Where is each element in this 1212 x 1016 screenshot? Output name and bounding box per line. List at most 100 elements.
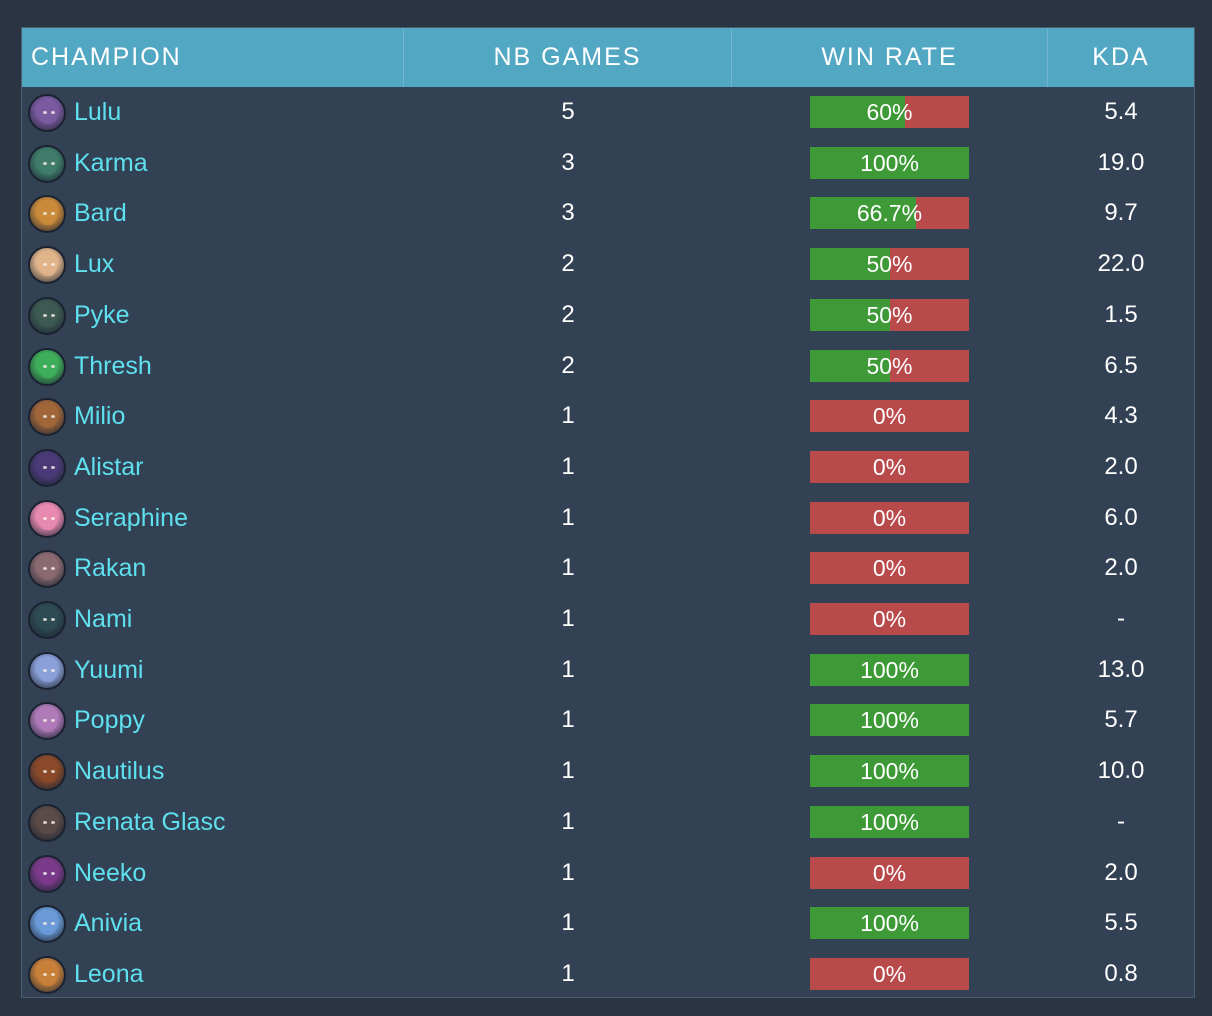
games-count: 1 <box>561 757 575 785</box>
table-row-lulu: Lulu 5 60% 5.4 <box>22 87 1194 137</box>
win-rate-bar: 0% <box>810 957 969 990</box>
champion-name[interactable]: Nami <box>74 605 133 633</box>
champion-name[interactable]: Neeko <box>74 858 147 887</box>
kda-value: 5.5 <box>1104 909 1138 937</box>
games-count: 1 <box>561 655 575 683</box>
milio-avatar-icon <box>28 398 66 437</box>
champion-name[interactable]: Alistar <box>74 452 144 481</box>
win-rate-label: 0% <box>872 960 907 987</box>
table-row-alistar: Alistar 1 0% 2.0 <box>22 442 1194 492</box>
champion-name[interactable]: Yuumi <box>74 655 144 684</box>
table-row-anivia: Anivia 1 100% 5.5 <box>22 898 1194 948</box>
win-rate-bar: 100% <box>810 653 969 686</box>
kda-value: 2.0 <box>1104 858 1138 886</box>
win-rate-label: 0% <box>872 859 907 886</box>
win-rate-fill <box>810 907 969 940</box>
win-rate-bar: 100% <box>810 805 969 838</box>
win-rate-label: 50% <box>866 352 913 379</box>
kda-value: 9.7 <box>1104 199 1138 227</box>
kda-value: - <box>1117 807 1125 835</box>
win-rate-fill <box>810 704 969 737</box>
champion-name[interactable]: Renata Glasc <box>74 807 226 836</box>
renata-glasc-avatar-icon <box>28 803 66 842</box>
win-rate-fill <box>810 755 969 788</box>
games-count: 5 <box>561 98 575 125</box>
games-count: 1 <box>561 503 575 531</box>
champion-name[interactable]: Lulu <box>74 98 122 126</box>
win-rate-bar: 0% <box>810 603 969 635</box>
champion-name[interactable]: Bard <box>74 199 127 228</box>
champion-name[interactable]: Anivia <box>74 909 143 938</box>
champion-name[interactable]: Thresh <box>74 351 152 380</box>
table-row-bard: Bard 3 66.7% 9.7 <box>22 188 1194 238</box>
win-rate-label: 100% <box>860 910 919 937</box>
kda-value: 6.5 <box>1104 351 1138 379</box>
win-rate-bar: 0% <box>810 400 969 433</box>
win-rate-fill <box>810 298 890 331</box>
win-rate-label: 66.7% <box>856 200 923 227</box>
header-champion[interactable]: CHAMPION <box>22 28 404 87</box>
table-row-milio: Milio 1 0% 4.3 <box>22 391 1194 441</box>
games-count: 2 <box>561 351 575 379</box>
kda-value: 19.0 <box>1097 148 1145 176</box>
champion-name[interactable]: Nautilus <box>74 757 165 786</box>
win-rate-fill <box>810 805 969 838</box>
champion-name[interactable]: Poppy <box>74 706 145 735</box>
win-rate-label: 0% <box>872 555 907 582</box>
leona-avatar-icon <box>28 955 66 994</box>
games-count: 1 <box>561 605 575 632</box>
yuumi-avatar-icon <box>28 651 66 690</box>
win-rate-label: 0% <box>872 403 907 430</box>
champion-name[interactable]: Rakan <box>74 554 147 583</box>
win-rate-fill <box>810 96 906 128</box>
champion-name[interactable]: Seraphine <box>74 503 188 532</box>
nami-avatar-icon <box>28 601 66 639</box>
karma-avatar-icon <box>28 144 66 183</box>
win-rate-label: 0% <box>872 606 907 632</box>
neeko-avatar-icon <box>28 854 66 893</box>
thresh-avatar-icon <box>28 347 66 386</box>
win-rate-label: 100% <box>860 758 919 785</box>
win-rate-fill <box>810 146 969 179</box>
kda-value: 5.7 <box>1104 706 1138 734</box>
champion-name[interactable]: Lux <box>74 250 115 279</box>
header-kda[interactable]: KDA <box>1092 43 1150 71</box>
champion-name[interactable]: Karma <box>74 148 148 177</box>
win-rate-label: 0% <box>872 504 907 531</box>
champion-name[interactable]: Milio <box>74 402 126 431</box>
nautilus-avatar-icon <box>28 753 66 792</box>
games-count: 1 <box>561 554 575 582</box>
kda-value: 6.0 <box>1104 503 1138 531</box>
table-row-lux: Lux 2 50% 22.0 <box>22 239 1194 289</box>
kda-value: - <box>1117 605 1125 632</box>
table-row-leona: Leona 1 0% 0.8 <box>22 949 1194 999</box>
kda-value: 4.3 <box>1104 402 1138 430</box>
games-count: 1 <box>561 402 575 430</box>
header-win-rate[interactable]: WIN RATE <box>732 28 1048 87</box>
table-row-pyke: Pyke 2 50% 1.5 <box>22 290 1194 340</box>
kda-value: 22.0 <box>1097 250 1145 278</box>
win-rate-bar: 0% <box>810 552 969 585</box>
rakan-avatar-icon <box>28 550 66 589</box>
kda-value: 2.0 <box>1104 452 1138 480</box>
champion-name[interactable]: Leona <box>74 959 144 988</box>
win-rate-bar: 100% <box>810 907 969 940</box>
table-row-thresh: Thresh 2 50% 6.5 <box>22 341 1194 391</box>
anivia-avatar-icon <box>28 905 66 944</box>
win-rate-label: 100% <box>860 149 919 176</box>
win-rate-bar: 0% <box>810 856 969 889</box>
win-rate-fill <box>810 248 890 281</box>
win-rate-fill <box>810 349 890 382</box>
win-rate-bar: 50% <box>810 248 969 281</box>
table-row-rakan: Rakan 1 0% 2.0 <box>22 543 1194 593</box>
win-rate-label: 0% <box>872 453 907 480</box>
table-row-yuumi: Yuumi 1 100% 13.0 <box>22 645 1194 695</box>
games-count: 3 <box>561 199 575 227</box>
champion-name[interactable]: Pyke <box>74 300 130 329</box>
kda-value: 1.5 <box>1104 300 1138 328</box>
table-row-karma: Karma 3 100% 19.0 <box>22 138 1194 188</box>
kda-value: 10.0 <box>1097 757 1145 785</box>
games-count: 2 <box>561 300 575 328</box>
win-rate-bar: 0% <box>810 450 969 483</box>
header-nb-games[interactable]: NB GAMES <box>404 28 732 87</box>
